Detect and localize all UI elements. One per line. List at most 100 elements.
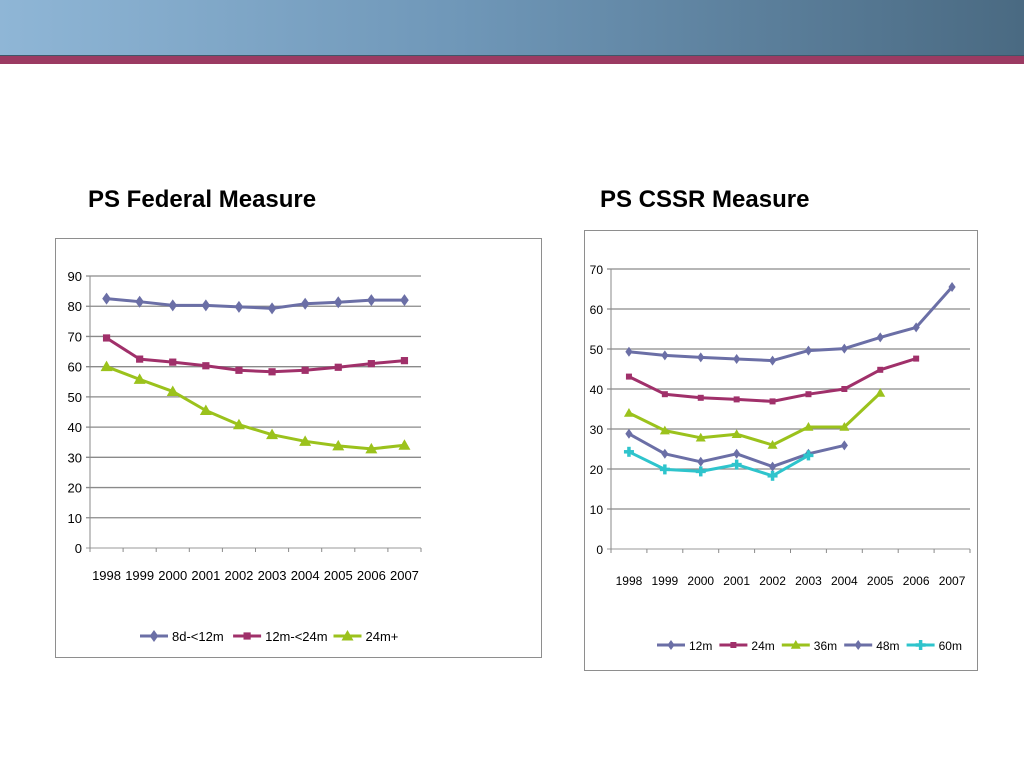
data-point [912, 322, 920, 333]
x-tick-label: 2005 [324, 568, 353, 583]
data-point [623, 408, 634, 417]
x-tick-label: 1998 [616, 574, 643, 588]
data-point [659, 464, 670, 475]
data-point [201, 299, 211, 312]
x-tick-label: 2004 [831, 574, 858, 588]
data-point [841, 386, 848, 392]
y-tick-label: 40 [68, 420, 82, 435]
x-tick-label: 2001 [191, 568, 220, 583]
y-tick-label: 80 [68, 299, 82, 314]
legend-item: 24m+ [333, 629, 398, 644]
data-point [804, 345, 813, 356]
data-point [398, 439, 411, 450]
series-line-12m-<24m [105, 336, 405, 374]
legend-label: 12m-<24m [265, 629, 328, 644]
data-point [266, 428, 279, 440]
legend-item: 24m [719, 639, 775, 653]
data-point [875, 388, 886, 397]
legend-marker [915, 640, 926, 650]
data-point [199, 404, 212, 415]
legend-marker [667, 640, 675, 650]
x-tick-label: 1998 [92, 568, 121, 583]
legend-item: 12m [657, 639, 712, 653]
data-point [661, 350, 669, 361]
series-line-8d-<12m [106, 297, 405, 310]
data-point [733, 354, 741, 364]
data-point [733, 396, 740, 403]
data-point [803, 450, 814, 461]
y-tick-label: 0 [75, 541, 82, 556]
y-tick-label: 0 [596, 543, 603, 557]
series-line-36m [628, 391, 882, 447]
x-tick-label: 2004 [291, 568, 320, 583]
data-point [136, 355, 144, 363]
data-point [135, 295, 144, 308]
data-point [232, 418, 245, 430]
x-tick-label: 2002 [759, 574, 786, 588]
data-point [731, 429, 742, 438]
data-point [876, 332, 884, 343]
y-tick-label: 40 [590, 383, 604, 397]
legend-marker [854, 640, 862, 650]
legend-marker [790, 640, 801, 649]
data-point [839, 422, 850, 431]
x-tick-label: 1999 [651, 574, 678, 588]
x-tick-label: 2007 [390, 568, 419, 583]
series-line-24m+ [106, 365, 405, 451]
data-point [623, 446, 634, 457]
data-point [268, 368, 276, 376]
data-point [695, 432, 706, 442]
data-point [333, 296, 343, 309]
y-tick-label: 60 [590, 303, 604, 317]
chart-title-cssr: PS CSSR Measure [600, 186, 810, 213]
data-point [697, 352, 705, 363]
y-tick-label: 50 [68, 390, 82, 405]
y-tick-label: 10 [68, 511, 82, 526]
data-point [840, 440, 848, 451]
data-point [334, 363, 342, 371]
y-tick-label: 20 [590, 463, 604, 477]
data-point [840, 343, 848, 354]
data-point [948, 282, 956, 292]
data-point [234, 300, 244, 313]
legend-marker [341, 630, 354, 641]
series-line-12m [628, 286, 954, 363]
data-point [332, 439, 345, 451]
data-point [625, 373, 632, 380]
y-tick-label: 70 [68, 329, 82, 344]
data-point [400, 294, 409, 307]
y-tick-label: 70 [590, 263, 604, 277]
chart-frame-federal: 0 10 20 30 40 50 60 70 80 90 1998 1999 2000 2001 2002 2… [55, 238, 542, 658]
x-tick-label: 2000 [158, 568, 187, 583]
data-point [659, 425, 670, 435]
legend-label: 8d-<12m [172, 629, 224, 644]
x-tick-label: 2000 [687, 574, 714, 588]
legend-label: 48m [876, 639, 899, 653]
data-point [202, 362, 210, 370]
data-point [168, 299, 178, 312]
data-point [102, 334, 111, 342]
y-tick-label: 30 [590, 423, 604, 437]
legend-item: 8d-<12m [140, 629, 224, 644]
data-point [913, 355, 920, 362]
data-point [661, 448, 669, 459]
x-tick-label: 2006 [357, 568, 386, 583]
data-point [166, 385, 179, 396]
legend-item: 60m [906, 639, 962, 653]
legend-item: 36m [781, 639, 837, 653]
legend-item: 12m-<24m [233, 629, 328, 644]
data-point [695, 466, 706, 477]
y-tick-label: 60 [68, 360, 82, 375]
x-tick-label: 2007 [939, 574, 966, 588]
x-tick-label: 2006 [903, 574, 930, 588]
data-point [768, 355, 777, 366]
data-point [301, 366, 309, 374]
y-tick-label: 20 [68, 481, 82, 496]
data-point [235, 366, 243, 374]
accent-stripe [0, 56, 1024, 64]
legend-marker [730, 642, 737, 648]
data-point [805, 391, 812, 398]
legend-marker [243, 632, 251, 640]
data-point [169, 358, 177, 366]
data-point [299, 435, 312, 446]
